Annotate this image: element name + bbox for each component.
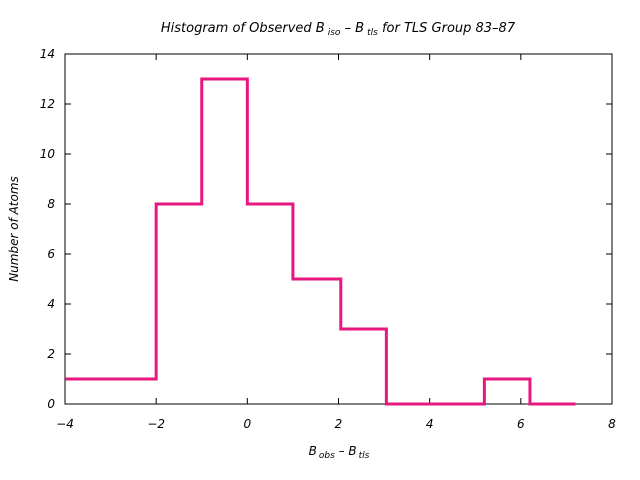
x-tick-label: −4 — [56, 417, 74, 431]
y-tick-label: 14 — [40, 47, 55, 61]
y-tick-label: 12 — [40, 97, 55, 111]
y-axis-title: Number of Atoms — [7, 176, 21, 282]
y-tick-label: 8 — [47, 197, 55, 211]
y-tick-label: 6 — [47, 247, 55, 261]
axis-ticks — [64, 53, 613, 405]
x-tick-label: 6 — [517, 417, 525, 431]
x-tick-label: −2 — [147, 417, 165, 431]
plot-frame — [64, 53, 613, 405]
y-tick-label: 10 — [40, 147, 56, 161]
y-tick-label: 4 — [47, 297, 55, 311]
x-tick-label: 8 — [608, 417, 616, 431]
x-tick-label: 4 — [426, 417, 434, 431]
tick-labels: −4 −2 0 2 4 6 8 0 2 4 6 8 10 12 14 — [40, 47, 616, 431]
y-tick-label: 0 — [47, 397, 55, 411]
x-tick-label: 2 — [335, 417, 343, 431]
x-tick-label: 0 — [244, 417, 252, 431]
histogram-step-line — [65, 77, 576, 406]
y-tick-label: 2 — [47, 347, 55, 361]
